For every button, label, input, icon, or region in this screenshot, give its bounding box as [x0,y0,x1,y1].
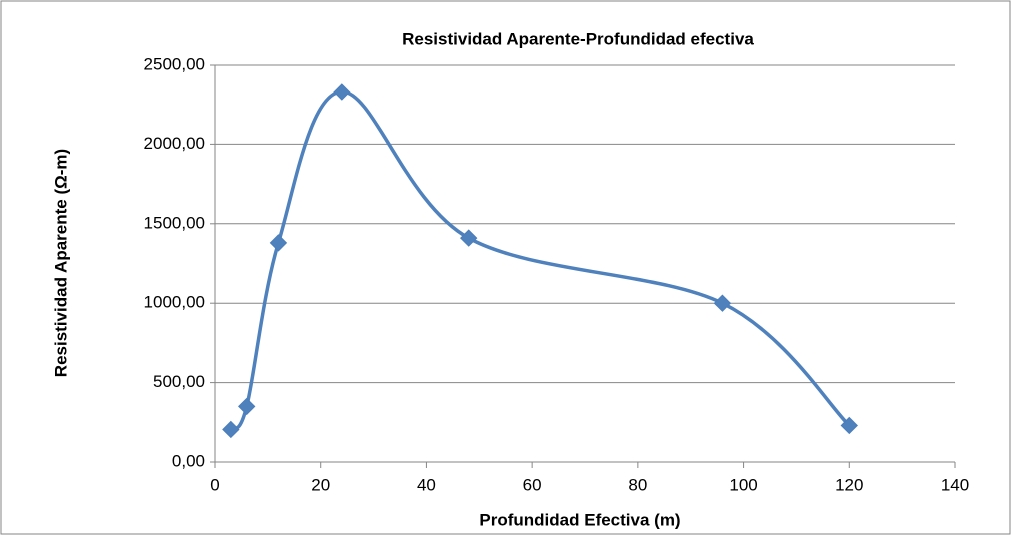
x-tick-label: 100 [729,475,757,494]
x-tick-label: 60 [523,475,542,494]
y-axis-label: Resistividad Aparente (Ω-m) [51,149,70,377]
data-point [222,420,240,439]
data-point [238,397,256,416]
data-point [460,229,478,247]
x-tick-label: 80 [628,475,647,494]
data-point [713,294,732,312]
x-tick-label: 20 [311,475,330,494]
y-tick-label: 2000,00 [144,134,205,153]
chart-title: Resistividad Aparente-Profundidad efecti… [402,29,754,48]
x-tick-label: 0 [210,475,219,494]
data-point [333,83,351,101]
y-tick-label: 0,00 [172,451,205,470]
y-tick-label: 2500,00 [144,54,205,73]
x-tick-label: 40 [417,475,436,494]
data-point [269,234,288,252]
x-tick-label: 140 [941,475,969,494]
y-tick-label: 1500,00 [144,213,205,232]
data-point [840,416,858,435]
y-tick-label: 500,00 [153,372,205,391]
x-axis-label: Profundidad Efectiva (m) [479,510,680,529]
y-tick-label: 1000,00 [144,293,205,312]
x-tick-label: 120 [835,475,863,494]
